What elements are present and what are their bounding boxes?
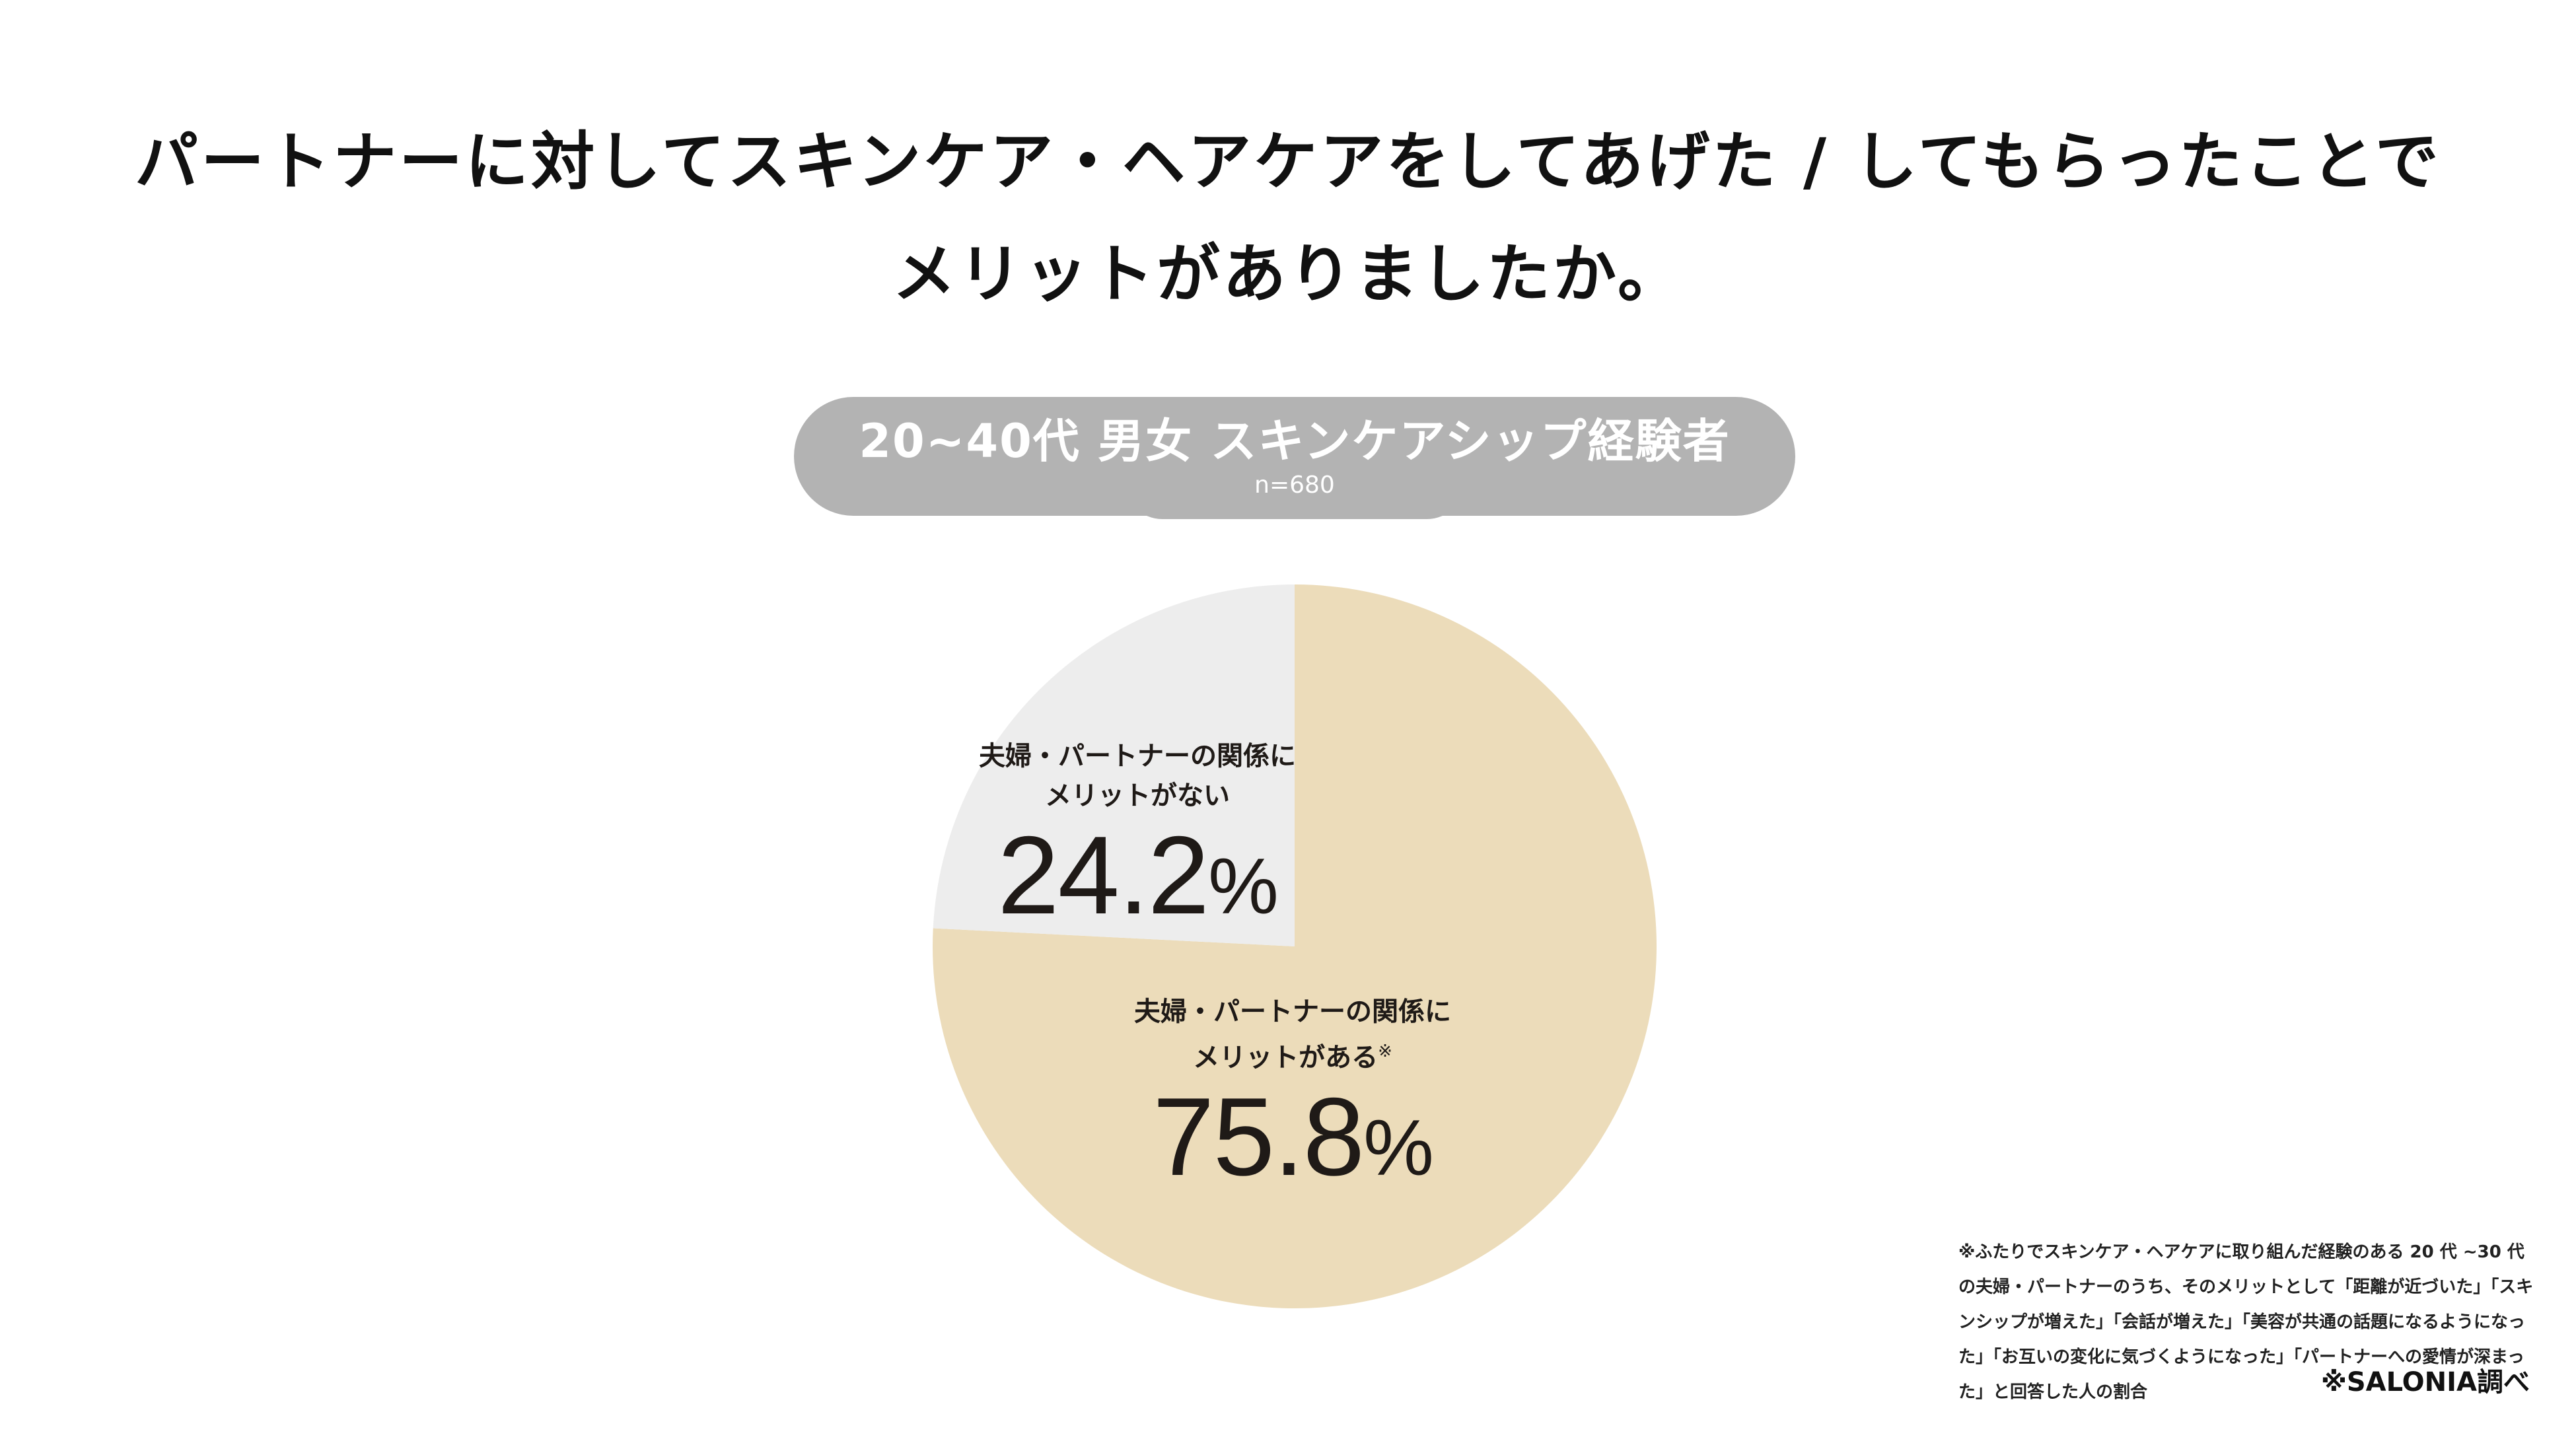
slice-label-yes: 夫婦・パートナーの関係に メリットがある※ 75.8% <box>1134 992 1451 1207</box>
sample-size: n=680 <box>1254 472 1335 499</box>
chart-title-line1: パートナーに対してスキンケア・ヘアケアをしてあげた / してもらったことで <box>135 125 2441 199</box>
slice-value-no: 24.2% <box>979 816 1296 946</box>
chart-title: パートナーに対してスキンケア・ヘアケアをしてあげた / してもらったことで メリ… <box>0 106 2576 330</box>
slice-value-yes: 75.8% <box>1134 1077 1451 1207</box>
source-note: ※SALONIA調べ <box>2320 1367 2530 1397</box>
slice-value-yes-number: 75.8 <box>1153 1075 1365 1199</box>
chart-title-line2: メリットがありましたか。 <box>892 237 1684 311</box>
slice-value-no-unit: % <box>1208 842 1279 931</box>
sample-badge-label: 20~40代 男女 スキンケアシップ経験者 <box>859 414 1731 468</box>
pie-slice-yes <box>933 584 1657 1309</box>
slice-value-yes-unit: % <box>1363 1104 1434 1193</box>
slice-label-no-line2: メリットがない <box>1045 781 1230 811</box>
slice-label-yes-line2: メリットがある <box>1193 1042 1378 1073</box>
pie-slice-no <box>933 584 1295 946</box>
footnote: ※ふたりでスキンケア・ヘアケアに取り組んだ経験のある 20 代 ~30 代の夫婦… <box>1958 1242 2534 1402</box>
slice-label-yes-line1: 夫婦・パートナーの関係に <box>1134 997 1451 1027</box>
slice-label-no-line1: 夫婦・パートナーの関係に <box>979 741 1296 771</box>
slice-value-no-number: 24.2 <box>997 813 1209 937</box>
sample-badge: 20~40代 男女 スキンケアシップ経験者 n=680 <box>794 397 1795 516</box>
footnote-mark: ※ <box>1378 1042 1392 1061</box>
slice-label-yes-line2-wrap: メリットがある※ <box>1134 1032 1451 1077</box>
slice-label-no: 夫婦・パートナーの関係に メリットがない 24.2% <box>979 736 1296 946</box>
